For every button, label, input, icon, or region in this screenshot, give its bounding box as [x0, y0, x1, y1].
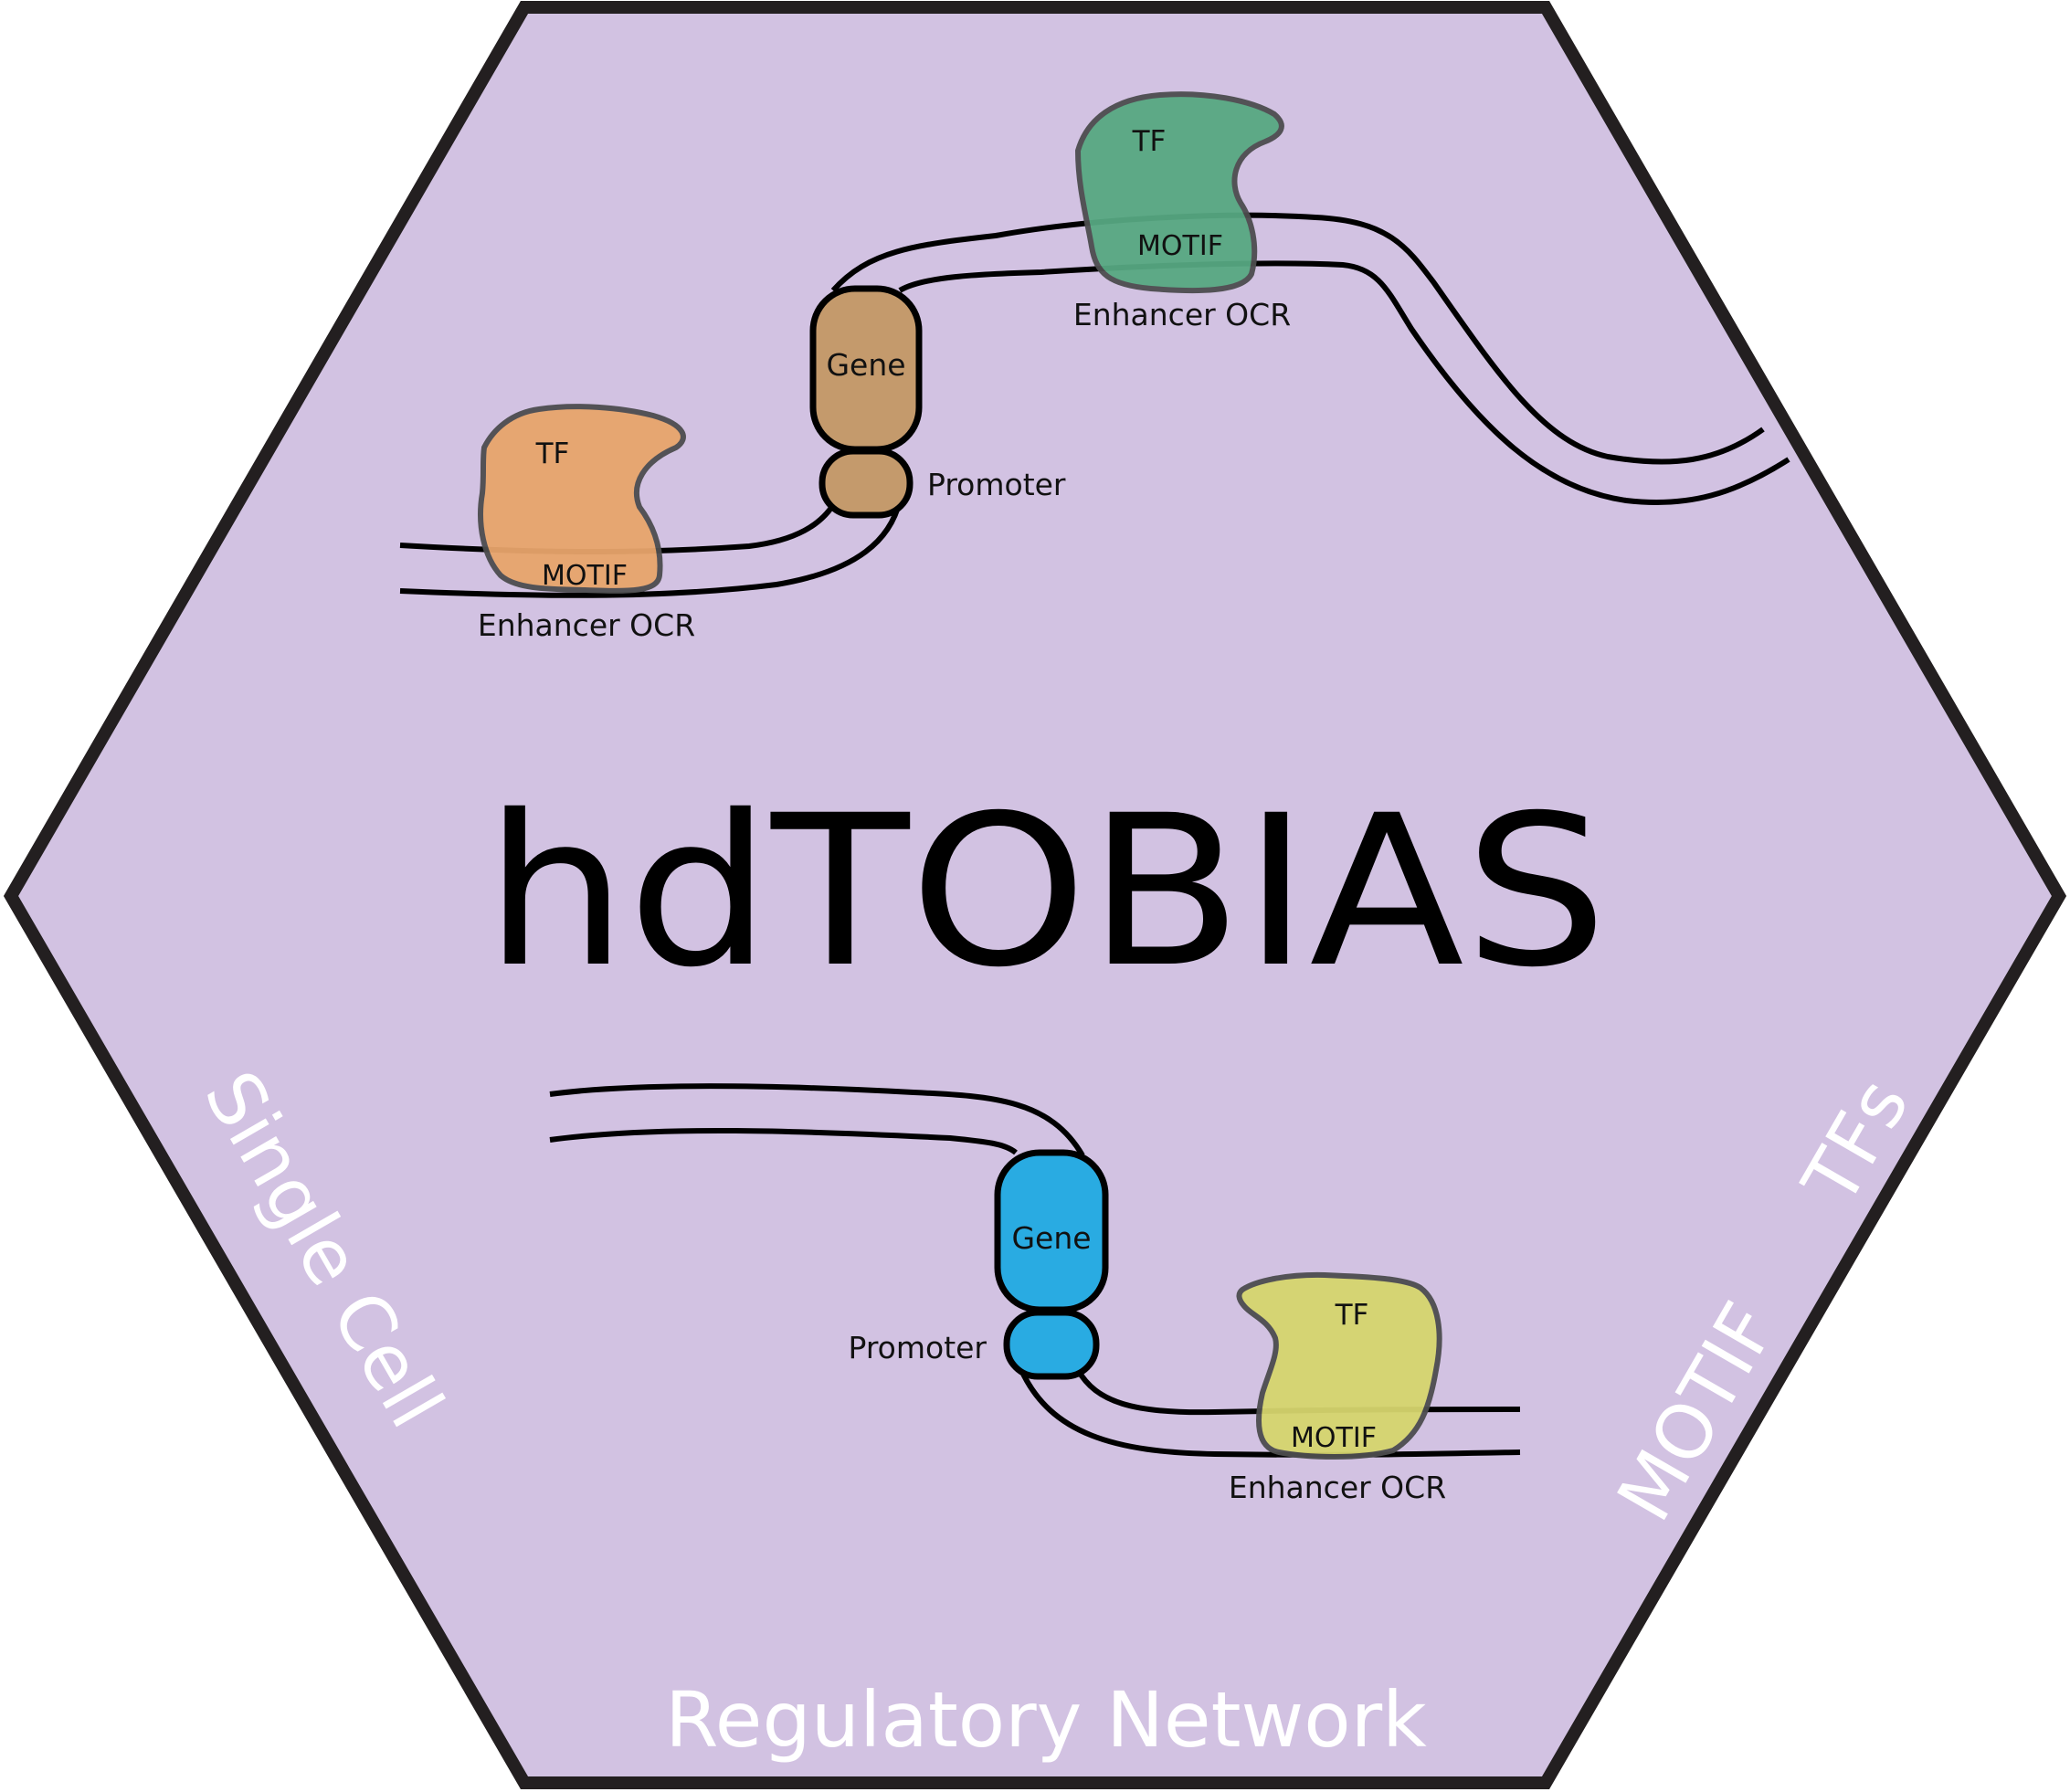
lower-motif-label: MOTIF — [1291, 1422, 1377, 1454]
upper-promoter-label: Promoter — [927, 467, 1066, 502]
upper-left-tf-shape — [478, 404, 686, 594]
lower-promoter-box — [1003, 1309, 1100, 1380]
lower-chromatin-diagram: Gene Promoter TF MOTIF Enhancer OCR — [549, 1083, 1521, 1505]
lower-dna-strand-bottom — [549, 1127, 1018, 1155]
lower-dna-strand-b — [1019, 1368, 1521, 1458]
lower-promoter-label: Promoter — [849, 1330, 987, 1365]
upper-dna-loop-inner — [898, 260, 1790, 505]
upper-dna-strand-bottom — [399, 500, 903, 598]
upper-gene-label: Gene — [826, 347, 905, 383]
title: hdTOBIAS — [484, 770, 1608, 1013]
lower-tf-label: TF — [1335, 1299, 1369, 1332]
upper-right-tf-shape — [1074, 91, 1284, 294]
upper-left-tf-label: TF — [535, 437, 570, 470]
edge-label-regulatory-network: Regulatory Network — [665, 1675, 1427, 1765]
lower-dna-strand-top — [549, 1083, 1085, 1157]
lower-tf-shape — [1236, 1271, 1442, 1460]
lower-dna-strand-a — [1075, 1368, 1521, 1416]
upper-left-motif-label: MOTIF — [542, 560, 628, 592]
upper-dna-loop-outer — [830, 212, 1765, 465]
upper-chromatin-diagram: TF MOTIF Enhancer OCR Gene Promoter TF M… — [399, 91, 1790, 643]
lower-gene-label: Gene — [1011, 1220, 1091, 1256]
upper-promoter-box — [818, 448, 914, 519]
upper-right-ocr-label: Enhancer OCR — [1073, 297, 1291, 332]
upper-right-tf-label: TF — [1132, 125, 1167, 158]
upper-left-ocr-label: Enhancer OCR — [478, 607, 695, 643]
upper-dna-strand-top — [399, 499, 839, 554]
upper-right-motif-label: MOTIF — [1137, 230, 1223, 262]
lower-ocr-label: Enhancer OCR — [1229, 1470, 1446, 1505]
